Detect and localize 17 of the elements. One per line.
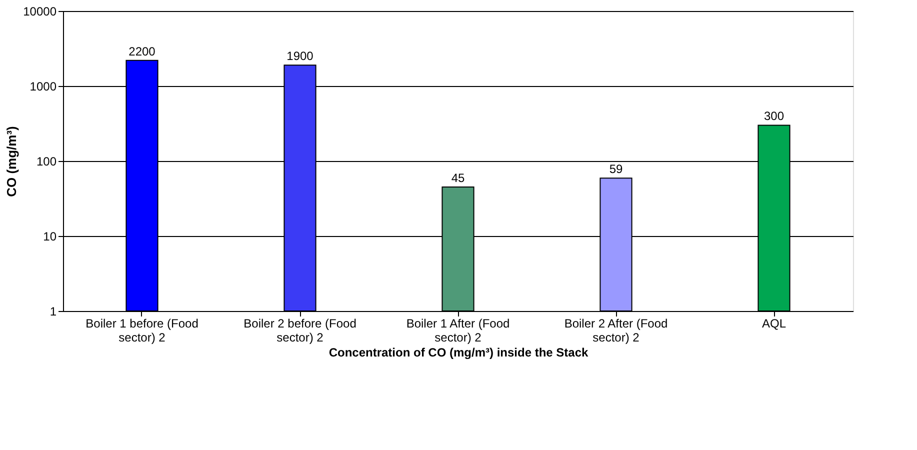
y-tick-label: 10000 — [23, 4, 57, 18]
x-tick-label: Boiler 1 After (Food sector) 2 — [406, 316, 510, 344]
y-tick-label: 1000 — [30, 80, 57, 94]
x-tick-label: AQL — [762, 316, 786, 330]
data-label: 300 — [764, 109, 784, 124]
x-tick-label: Boiler 2 before (Food sector) 2 — [244, 316, 356, 344]
y-tick-label: 100 — [36, 154, 57, 168]
data-label: 2200 — [128, 44, 156, 58]
data-label: 1900 — [286, 49, 314, 64]
y-tick-label: 10 — [43, 230, 57, 244]
x-tick-label: Boiler 1 before (Food sector) 2 — [86, 316, 198, 344]
y-axis-title: CO (mg/m³) — [4, 126, 20, 197]
data-label: 45 — [451, 171, 465, 186]
y-tick-label: 1 — [50, 304, 57, 318]
data-label: 59 — [609, 162, 623, 176]
x-axis-title: Concentration of CO (mg/m³) inside the Stack — [328, 346, 588, 360]
x-tick-label: Boiler 2 After (Food sector) 2 — [564, 316, 668, 344]
